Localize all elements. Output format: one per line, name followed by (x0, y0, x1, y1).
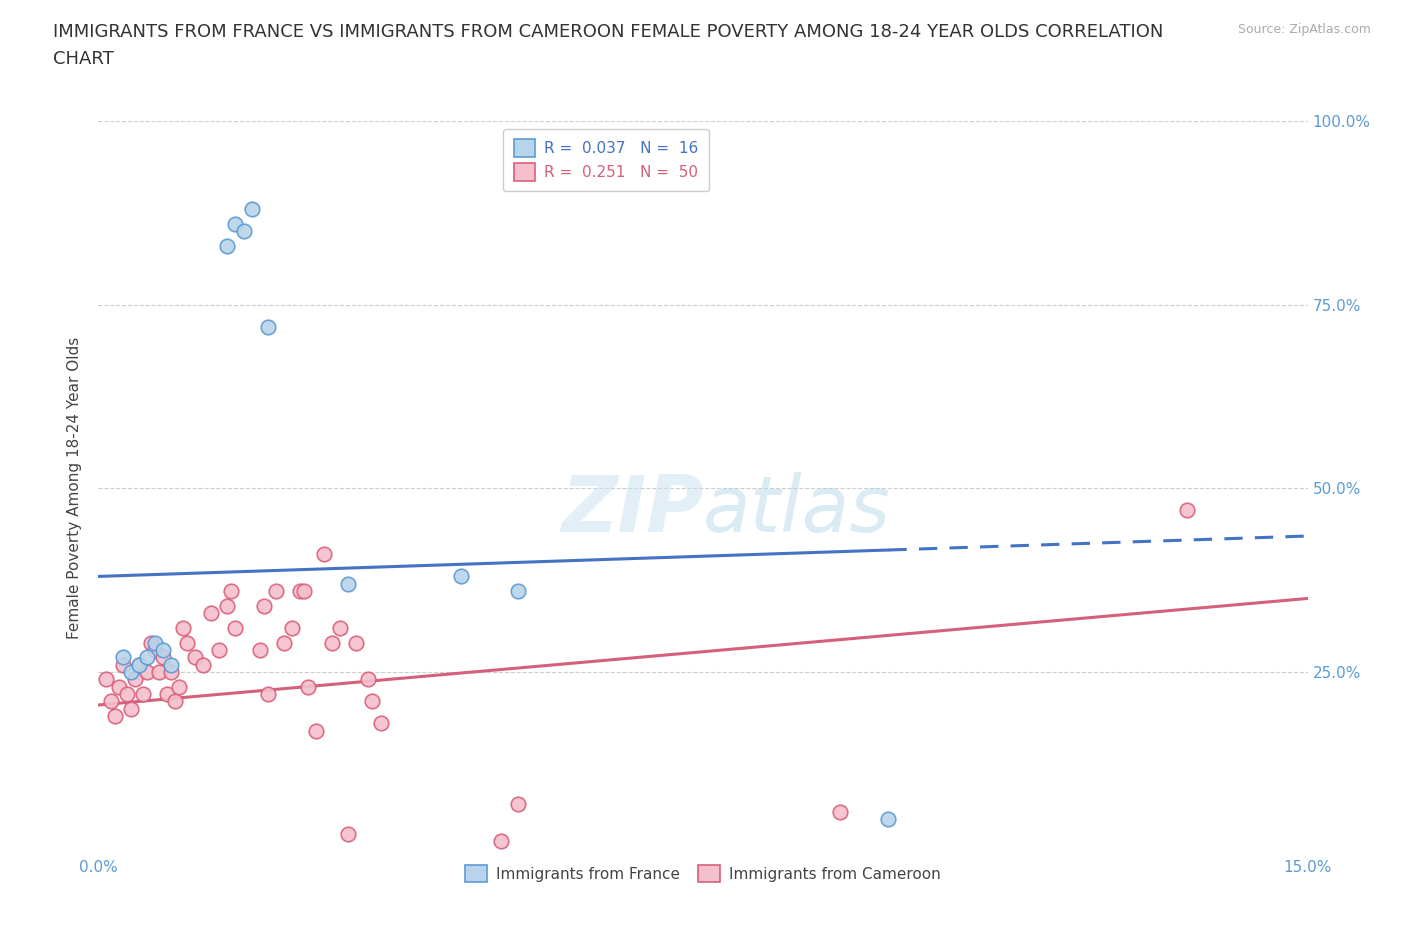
Point (139, 635, 162, 650)
Point (344, 635, 367, 650)
Point (240, 202, 263, 217)
Point (314, 547, 336, 562)
Point (172, 620, 194, 635)
Point (193, 658, 215, 672)
Point (256, 686, 278, 701)
Point (200, 605, 222, 620)
Point (120, 664, 142, 679)
Point (357, 671, 380, 686)
Point (253, 598, 276, 613)
Point (224, 217, 246, 232)
Point (143, 635, 166, 650)
Point (143, 643, 166, 658)
Point (111, 658, 134, 672)
Point (96, 671, 118, 686)
Point (128, 658, 150, 672)
Text: ZIP: ZIP (561, 472, 703, 549)
Point (156, 686, 179, 701)
Point (184, 650, 207, 665)
Point (163, 694, 186, 709)
Point (135, 650, 157, 665)
Legend: Immigrants from France, Immigrants from Cameroon: Immigrants from France, Immigrants from … (460, 858, 946, 888)
Point (292, 584, 315, 599)
Point (100, 694, 122, 709)
Point (491, 833, 513, 848)
Point (160, 664, 183, 679)
Point (1175, 503, 1198, 518)
Point (152, 643, 174, 658)
Point (224, 620, 246, 635)
Point (337, 577, 360, 591)
Point (115, 686, 138, 701)
Point (249, 643, 271, 658)
Point (264, 584, 287, 599)
Point (132, 686, 155, 701)
Point (297, 679, 319, 694)
Point (506, 797, 529, 812)
Point (370, 716, 392, 731)
Point (152, 650, 174, 665)
Point (120, 701, 142, 716)
Point (232, 224, 254, 239)
Point (135, 664, 157, 679)
Point (337, 826, 360, 841)
Point (256, 319, 278, 334)
Point (450, 569, 472, 584)
Point (148, 664, 170, 679)
Point (103, 709, 125, 724)
Point (321, 635, 343, 650)
Point (828, 804, 851, 819)
Point (128, 658, 150, 672)
Point (221, 584, 243, 599)
Point (217, 598, 239, 613)
Point (160, 658, 183, 672)
Point (273, 635, 295, 650)
Point (167, 679, 190, 694)
Point (305, 724, 328, 738)
Point (288, 584, 311, 599)
Point (329, 620, 352, 635)
Point (107, 679, 129, 694)
Point (217, 238, 239, 253)
Point (877, 811, 900, 827)
Point (361, 694, 384, 709)
Point (506, 584, 529, 599)
Point (208, 643, 231, 658)
Y-axis label: Female Poverty Among 18-24 Year Olds: Female Poverty Among 18-24 Year Olds (67, 338, 83, 640)
Point (124, 671, 146, 686)
Text: IMMIGRANTS FROM FRANCE VS IMMIGRANTS FROM CAMEROON FEMALE POVERTY AMONG 18-24 YE: IMMIGRANTS FROM FRANCE VS IMMIGRANTS FRO… (53, 23, 1164, 68)
Text: atlas: atlas (703, 472, 891, 549)
Point (176, 635, 198, 650)
Text: Source: ZipAtlas.com: Source: ZipAtlas.com (1237, 23, 1371, 36)
Point (111, 650, 134, 665)
Point (281, 620, 304, 635)
